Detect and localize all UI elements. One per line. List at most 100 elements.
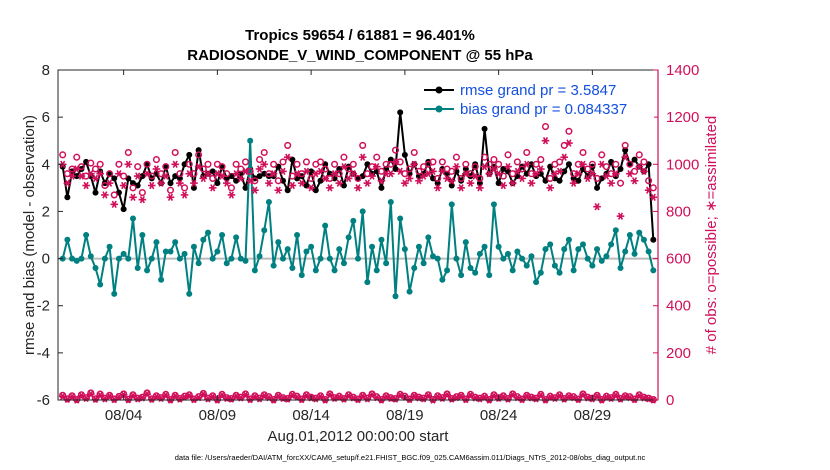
assimilated-count-point-stroke (369, 172, 375, 180)
rmse-point (556, 177, 563, 184)
bias-point (505, 250, 511, 257)
assimilated-bottom-count-point-stroke (383, 393, 389, 401)
assimilated-count-point (508, 179, 517, 187)
possible-count-point (434, 174, 442, 182)
assimilated-bottom-count-point-stroke (92, 395, 99, 403)
assimilated-count-point-stroke (167, 193, 174, 201)
bias-point (547, 241, 554, 248)
y-tick-label: 6 (42, 109, 50, 126)
assimilated-bottom-count-point-stroke (242, 391, 249, 399)
y-axis-left: -6 -4 -2 0 2 4 6 8 (37, 62, 63, 409)
bias-point (172, 239, 179, 246)
assimilated-count-point (293, 170, 301, 178)
assimilated-count-point (246, 177, 254, 185)
rmse-point (584, 173, 591, 180)
bias-point (247, 137, 254, 144)
possible-count-point (546, 174, 554, 182)
assimilated-count-point-stroke (247, 177, 253, 185)
x-tick-label: 08/04 (105, 407, 143, 424)
bias-point (626, 232, 633, 238)
possible-count-point (256, 156, 264, 164)
assimilated-count-point (546, 184, 554, 192)
possible-count-point (541, 123, 550, 131)
assimilated-count-point (96, 170, 104, 178)
possible-count-point (504, 151, 512, 159)
assimilated-count-point-stroke (561, 153, 567, 161)
possible-bottom-count-point (68, 392, 76, 400)
rmse-point (495, 180, 502, 187)
possible-count-point (616, 179, 625, 187)
x-tick-label: 08/24 (480, 407, 518, 424)
possible-bottom-count-point (241, 390, 250, 398)
assimilated-count-point (457, 184, 465, 192)
rmse-point (303, 182, 310, 189)
assimilated-bottom-count-point (546, 393, 554, 401)
possible-count-point (274, 177, 282, 185)
assimilated-count-point (499, 181, 508, 190)
assimilated-bottom-count-point-stroke (153, 393, 160, 401)
assimilated-count-point (560, 153, 569, 161)
assimilated-count-point-stroke (186, 170, 192, 178)
bias-point (373, 267, 380, 274)
bias-point (378, 236, 385, 243)
assimilated-count-point (232, 170, 240, 178)
bias-point (514, 248, 521, 255)
assimilated-count-point (321, 174, 329, 183)
rmse-point (397, 109, 404, 116)
bias-point (369, 243, 376, 250)
assimilated-count-point-stroke (69, 172, 75, 180)
assimilated-bottom-count-point-stroke (158, 394, 164, 403)
assimilated-count-point (372, 162, 381, 171)
bias-point (364, 279, 371, 286)
assimilated-count-point (288, 181, 297, 190)
assimilated-count-point-stroke (219, 172, 225, 180)
possible-count-point (204, 160, 212, 168)
possible-count-point (349, 160, 357, 168)
assimilated-bottom-count-point-stroke (397, 391, 403, 399)
legend: rmse grand pr = 3.5847 bias grand pr = 0… (418, 78, 654, 120)
bias-point (448, 201, 455, 208)
assimilated-count-point-stroke (566, 139, 572, 147)
assimilated-bottom-count-point-stroke (556, 392, 563, 400)
bias-point (650, 267, 657, 274)
assimilated-count-point-stroke (149, 181, 155, 190)
x-tick-label: 08/29 (574, 407, 612, 424)
assimilated-bottom-count-point-stroke (121, 391, 127, 399)
assimilated-count-point (410, 160, 419, 168)
assimilated-count-point-stroke (589, 170, 595, 178)
possible-count-point (316, 158, 325, 166)
assimilated-count-point (635, 162, 644, 171)
possible-count-point (481, 153, 489, 161)
possible-count-point (91, 165, 100, 173)
y2-axis-label: # of obs: o=possible; ∗=assimilated (703, 116, 720, 355)
bias-point (317, 255, 324, 262)
assimilated-bottom-count-point-stroke (533, 395, 539, 403)
assimilated-count-point (490, 165, 498, 173)
possible-count-point (588, 160, 596, 168)
assimilated-bottom-count-point-stroke (78, 392, 85, 400)
assimilated-count-point (583, 174, 592, 183)
y2-tick-label: 0 (666, 392, 674, 409)
assimilated-count-point (597, 160, 606, 168)
assimilated-count-point-stroke (266, 179, 272, 187)
assimilated-count-point (602, 172, 611, 180)
assimilated-count-point (555, 167, 564, 176)
y2-tick-label: 1200 (666, 109, 699, 126)
assimilated-count-point (358, 153, 367, 161)
assimilated-count-point (204, 170, 212, 178)
possible-count-point (270, 160, 278, 168)
bias-point (322, 222, 329, 229)
bias-point (130, 215, 136, 222)
assimilated-count-point-stroke (294, 170, 300, 178)
possible-count-point (166, 186, 175, 194)
assimilated-count-point-stroke (646, 186, 652, 194)
assimilated-bottom-count-point (143, 390, 151, 398)
possible-count-point (59, 151, 67, 159)
rmse-point (650, 236, 657, 243)
assimilated-count-point (368, 172, 376, 180)
assimilated-count-point-stroke (542, 137, 549, 145)
rmse-point (162, 163, 169, 170)
y2-tick-label: 200 (666, 345, 691, 362)
bias-point (233, 234, 240, 241)
assimilated-bottom-count-point (185, 392, 194, 400)
